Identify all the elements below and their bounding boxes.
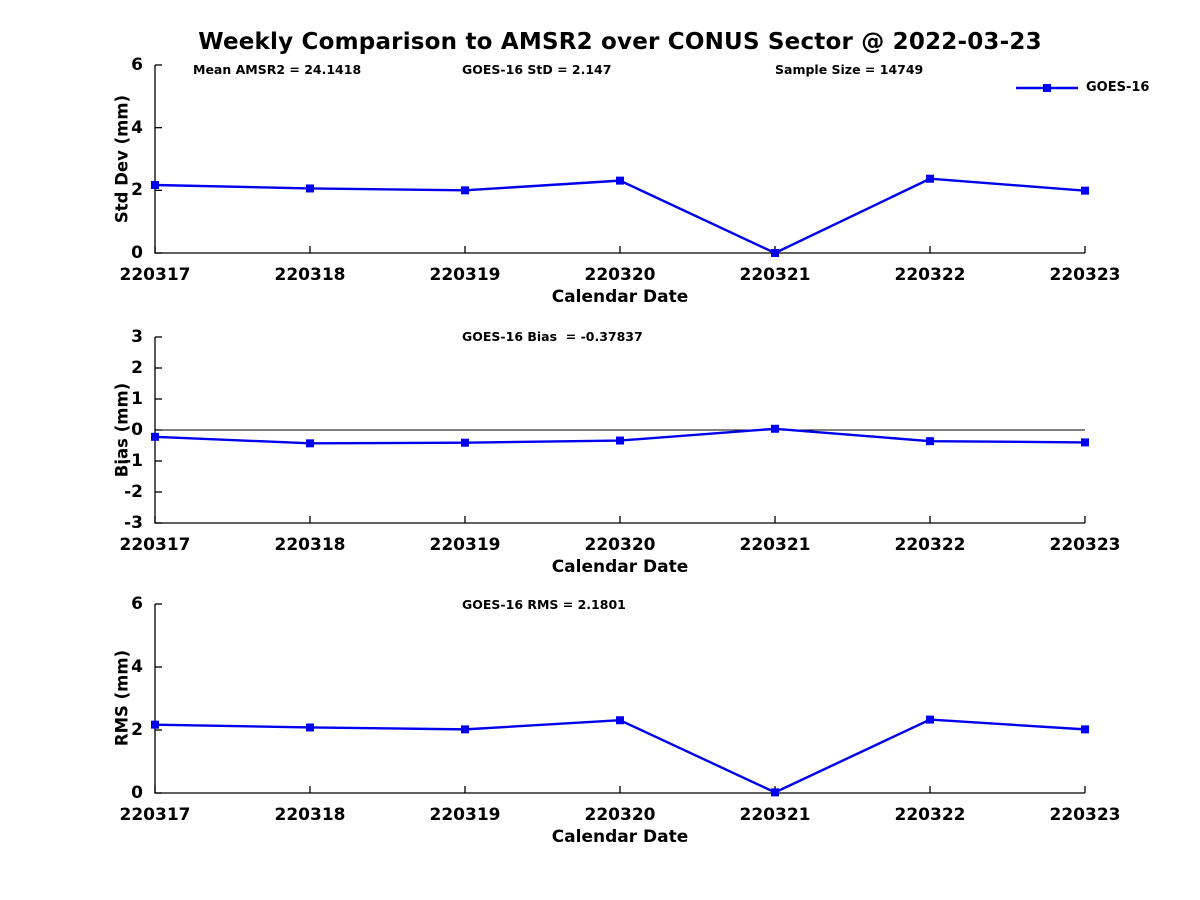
y-tick-label-bias-plot: 0 xyxy=(131,420,143,440)
y-tick-label-std-dev-plot: 0 xyxy=(131,243,143,263)
y-tick-label-std-dev-plot: 2 xyxy=(131,180,143,201)
x-tick-label-bias-plot: 220322 xyxy=(894,535,966,555)
x-tick-label-bias-plot: 220323 xyxy=(1049,535,1121,555)
axis-rms-plot xyxy=(154,604,1085,794)
series-marker-bias-plot xyxy=(616,436,624,445)
y-axis-label-std-dev: Std Dev (mm) xyxy=(112,94,132,224)
y-tick-label-rms-plot: 4 xyxy=(131,657,143,677)
y-tick-label-rms-plot: 6 xyxy=(131,594,143,614)
annotation-mean-amsr2: Mean AMSR2 = 24.1418 xyxy=(193,62,362,77)
x-tick-label-rms-plot: 220322 xyxy=(894,805,966,825)
series-marker-std-dev-plot xyxy=(616,176,624,185)
y-tick-label-rms-plot: 2 xyxy=(131,720,143,740)
x-tick-label-bias-plot: 220321 xyxy=(739,535,811,555)
x-tick-label-std-dev-plot: 220317 xyxy=(119,265,191,285)
y-tick-label-bias-plot: 2 xyxy=(131,358,143,378)
series-marker-std-dev-plot xyxy=(926,174,934,183)
x-tick-label-rms-plot: 220319 xyxy=(429,805,501,825)
x-tick-label-bias-plot: 220317 xyxy=(119,535,191,555)
series-marker-std-dev-plot xyxy=(461,186,469,195)
figure-title: Weekly Comparison to AMSR2 over CONUS Se… xyxy=(198,29,1042,55)
y-tick-label-bias-plot: 1 xyxy=(131,389,143,409)
x-tick-label-rms-plot: 220320 xyxy=(584,805,656,825)
series-marker-rms-plot xyxy=(151,720,159,729)
series-marker-rms-plot xyxy=(306,723,314,732)
series-marker-std-dev-plot xyxy=(306,184,314,193)
series-line-rms-plot xyxy=(154,718,1086,794)
y-tick-label-bias-plot: -2 xyxy=(124,482,143,502)
x-tick-label-std-dev-plot: 220323 xyxy=(1049,265,1121,285)
series-marker-bias-plot xyxy=(461,438,469,447)
legend-label-goes16: GOES-16 xyxy=(1086,80,1150,95)
y-tick-label-std-dev-plot: 4 xyxy=(131,117,143,138)
y-tick-label-bias-plot: -1 xyxy=(124,451,143,471)
series-marker-bias-plot xyxy=(151,432,159,441)
y-tick-label-std-dev-plot: 6 xyxy=(131,55,143,75)
x-tick-label-std-dev-plot: 220322 xyxy=(894,265,966,285)
annotation-goes16-std: GOES-16 StD = 2.147 xyxy=(462,62,612,77)
x-axis-label-1: Calendar Date xyxy=(551,287,689,307)
y-tick-label-bias-plot: 3 xyxy=(131,327,143,347)
series-marker-bias-plot xyxy=(926,437,934,446)
series-marker-rms-plot xyxy=(771,788,779,797)
x-axis-label-2: Calendar Date xyxy=(551,557,689,577)
x-tick-label-std-dev-plot: 220319 xyxy=(429,265,501,285)
x-tick-label-std-dev-plot: 220320 xyxy=(584,265,656,285)
series-marker-rms-plot xyxy=(616,716,624,725)
series-marker-rms-plot xyxy=(926,715,934,724)
legend-marker xyxy=(1043,84,1051,92)
series-marker-std-dev-plot xyxy=(1081,186,1089,195)
y-tick-label-rms-plot: 0 xyxy=(131,783,143,803)
x-tick-label-bias-plot: 220319 xyxy=(429,535,501,555)
x-axis-label-3: Calendar Date xyxy=(551,827,689,847)
series-marker-rms-plot xyxy=(1081,725,1089,734)
series-line-std-dev-plot xyxy=(154,177,1086,255)
x-tick-label-rms-plot: 220318 xyxy=(274,805,346,825)
series-marker-rms-plot xyxy=(461,725,469,734)
series-marker-std-dev-plot xyxy=(151,181,159,190)
x-tick-label-std-dev-plot: 220318 xyxy=(274,265,346,285)
x-tick-label-rms-plot: 220321 xyxy=(739,805,811,825)
x-tick-label-bias-plot: 220318 xyxy=(274,535,346,555)
series-marker-bias-plot xyxy=(771,424,779,433)
annotation-sample-size: Sample Size = 14749 xyxy=(775,62,924,77)
y-tick-label-bias-plot: -3 xyxy=(124,513,143,533)
series-marker-bias-plot xyxy=(306,439,314,448)
x-tick-label-rms-plot: 220317 xyxy=(119,805,191,825)
series-marker-std-dev-plot xyxy=(771,249,779,257)
x-tick-label-rms-plot: 220323 xyxy=(1049,805,1121,825)
annotation-goes16-rms: GOES-16 RMS = 2.1801 xyxy=(462,597,626,612)
series-marker-bias-plot xyxy=(1081,438,1089,447)
annotation-goes16-bias: GOES-16 Bias = -0.37837 xyxy=(462,329,643,344)
x-tick-label-std-dev-plot: 220321 xyxy=(739,265,811,285)
axis-std-dev-plot xyxy=(154,65,1085,254)
x-tick-label-bias-plot: 220320 xyxy=(584,535,656,555)
